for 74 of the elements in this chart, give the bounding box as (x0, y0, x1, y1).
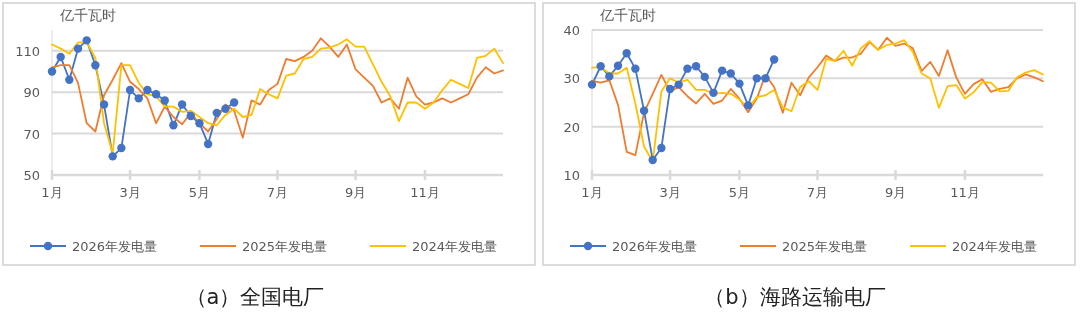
y-tick-label: 40 (563, 23, 580, 38)
point (726, 69, 735, 78)
point (73, 44, 83, 53)
x-tick-label: 5月 (728, 185, 751, 200)
point (99, 100, 109, 109)
point (639, 106, 649, 115)
x-tick-label: 1月 (581, 185, 603, 200)
legend-label: 2026年发电量 (612, 239, 698, 254)
point (761, 74, 770, 83)
point (229, 98, 239, 107)
y-tick-label: 30 (563, 71, 580, 87)
point (134, 94, 143, 103)
point (683, 64, 692, 73)
point (177, 100, 187, 109)
point (47, 67, 57, 76)
point (613, 61, 623, 70)
point (203, 139, 213, 149)
point (587, 80, 597, 89)
y-tick-label: 110 (15, 43, 40, 59)
point (195, 119, 204, 128)
point (752, 74, 761, 83)
y-axis-title: 亿千瓦时 (599, 7, 656, 23)
point (108, 152, 117, 161)
point (125, 85, 135, 95)
point (743, 101, 753, 110)
x-tick-label: 7月 (806, 185, 829, 200)
legend-label: 2024年发电量 (952, 239, 1038, 254)
point (82, 36, 91, 45)
text: （a）全国电厂 (185, 285, 325, 309)
point (605, 72, 614, 81)
y-tick-label: 70 (23, 126, 40, 142)
x-tick-label: 1月 (41, 185, 63, 200)
point (657, 143, 666, 153)
point (691, 62, 701, 71)
point (169, 121, 178, 130)
point (596, 62, 605, 71)
point (631, 64, 640, 73)
legend-label: 2025年发电量 (242, 239, 328, 254)
point (186, 111, 195, 121)
point (65, 75, 74, 84)
x-tick-label: 5月 (188, 185, 211, 200)
point (91, 61, 100, 70)
x-tick-label: 9月 (884, 185, 907, 200)
point (674, 80, 683, 89)
point (151, 90, 161, 99)
point (717, 66, 727, 75)
y-tick-label: 20 (563, 119, 580, 135)
x-tick-label: 9月 (344, 185, 367, 200)
x-tick-label: 3月 (659, 185, 681, 200)
point (117, 143, 126, 153)
legend-label: 2025年发电量 (782, 239, 868, 254)
point (212, 108, 221, 118)
point (665, 84, 675, 94)
y-tick-label: 90 (23, 85, 40, 101)
point (221, 104, 230, 113)
point (769, 55, 779, 64)
text: （b）海路运输电厂 (704, 285, 886, 309)
x-tick-label: 11月 (950, 185, 980, 200)
point (160, 96, 169, 105)
point (648, 155, 657, 165)
point (735, 79, 744, 88)
legend-label: 2024年发电量 (412, 239, 498, 254)
x-tick-label: 7月 (266, 185, 289, 200)
x-tick-label: 3月 (119, 185, 141, 200)
y-tick-label: 10 (563, 168, 580, 183)
point (143, 85, 152, 95)
point (709, 88, 718, 98)
point (56, 52, 65, 62)
y-axis-title: 亿千瓦时 (59, 7, 116, 23)
point (622, 49, 631, 58)
x-tick-label: 11月 (410, 185, 440, 200)
y-tick-label: 50 (23, 168, 40, 183)
legend-label: 2026年发电量 (72, 239, 158, 254)
point (700, 72, 709, 82)
